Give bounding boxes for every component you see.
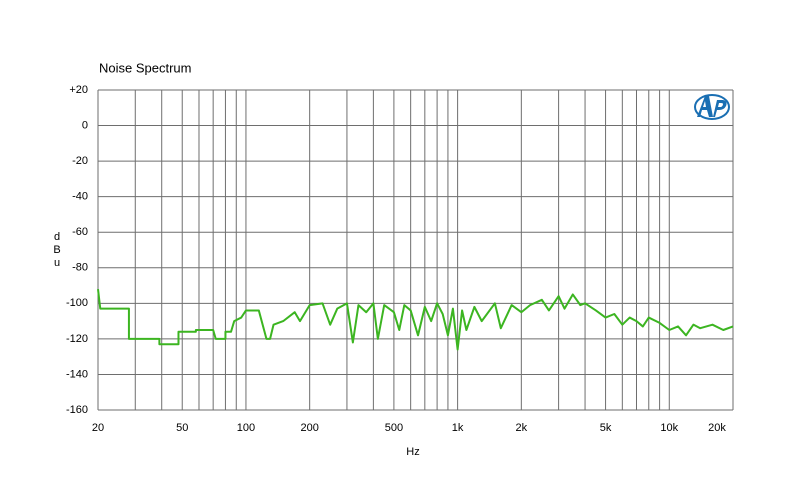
y-axis-label: u [54,257,60,269]
x-tick-label: 1k [452,422,464,434]
y-axis-label: d [54,231,60,243]
logo-ring [694,94,730,120]
x-tick-label: 2k [516,422,528,434]
y-tick-label: -80 [72,262,88,274]
logo [694,94,730,120]
x-tick-label: 5k [600,422,612,434]
x-tick-label: 200 [300,422,318,434]
y-tick-label: -40 [72,191,88,203]
logo-p [713,100,727,117]
y-tick-label: 0 [82,119,88,131]
series-line [97,288,734,351]
x-tick-label: 100 [237,422,255,434]
y-tick-label: -140 [66,368,88,380]
x-tick-label: 50 [176,422,188,434]
x-tick-label: 20 [92,422,104,434]
x-axis-label: Hz [406,446,419,458]
chart-title: Noise Spectrum [99,60,191,75]
y-tick-label: +20 [69,84,88,96]
x-tick-label: 20k [708,422,726,434]
y-tick-label: -20 [72,155,88,167]
x-tick-label: 10k [660,422,678,434]
y-tick-label: -120 [66,333,88,345]
logo-a [697,96,713,117]
y-axis-label: B [53,244,60,256]
y-tick-label: -160 [66,404,88,416]
y-tick-label: -100 [66,297,88,309]
x-tick-label: 500 [385,422,403,434]
y-tick-label: -60 [72,226,88,238]
